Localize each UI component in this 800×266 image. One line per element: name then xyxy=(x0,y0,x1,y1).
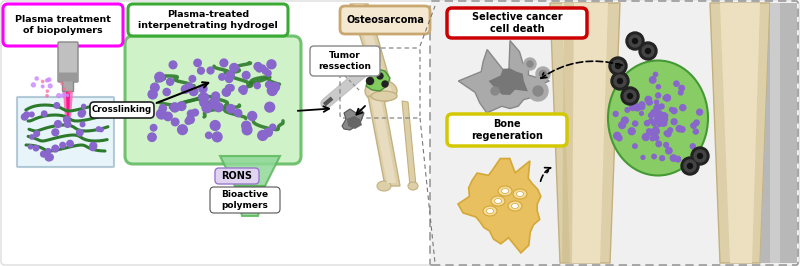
Circle shape xyxy=(63,88,66,90)
Circle shape xyxy=(611,72,629,90)
Circle shape xyxy=(262,68,269,74)
Circle shape xyxy=(202,103,212,113)
Polygon shape xyxy=(720,3,760,263)
Circle shape xyxy=(656,111,662,118)
Circle shape xyxy=(242,121,250,130)
Polygon shape xyxy=(63,91,73,126)
Circle shape xyxy=(382,81,388,87)
Circle shape xyxy=(622,90,626,95)
FancyBboxPatch shape xyxy=(210,187,280,213)
Circle shape xyxy=(54,120,62,127)
Circle shape xyxy=(656,85,661,89)
Polygon shape xyxy=(550,3,620,263)
Text: Bone
regeneration: Bone regeneration xyxy=(471,119,543,141)
Circle shape xyxy=(166,78,174,85)
FancyBboxPatch shape xyxy=(58,42,78,82)
Circle shape xyxy=(671,108,677,114)
Circle shape xyxy=(680,105,686,111)
Circle shape xyxy=(642,45,654,57)
Circle shape xyxy=(82,104,86,108)
Circle shape xyxy=(631,101,638,107)
Polygon shape xyxy=(366,69,390,91)
Circle shape xyxy=(662,113,667,119)
Circle shape xyxy=(661,113,666,119)
Circle shape xyxy=(698,153,702,159)
FancyBboxPatch shape xyxy=(125,36,301,164)
Circle shape xyxy=(664,94,670,101)
Circle shape xyxy=(213,103,219,109)
Circle shape xyxy=(622,117,628,124)
Ellipse shape xyxy=(508,201,522,211)
Circle shape xyxy=(657,122,662,127)
Circle shape xyxy=(77,130,83,136)
Circle shape xyxy=(42,111,47,117)
FancyBboxPatch shape xyxy=(310,46,380,76)
Circle shape xyxy=(377,73,383,79)
Circle shape xyxy=(30,112,34,117)
Circle shape xyxy=(660,120,667,126)
Circle shape xyxy=(664,143,669,147)
Circle shape xyxy=(641,156,645,159)
Circle shape xyxy=(46,154,52,161)
Circle shape xyxy=(248,111,257,120)
Circle shape xyxy=(618,122,626,128)
Circle shape xyxy=(645,96,652,103)
Circle shape xyxy=(670,155,677,161)
Circle shape xyxy=(90,142,97,149)
Circle shape xyxy=(189,76,196,82)
Circle shape xyxy=(653,128,659,135)
Circle shape xyxy=(148,133,156,142)
Circle shape xyxy=(614,132,621,139)
Circle shape xyxy=(694,150,706,162)
Circle shape xyxy=(90,145,96,151)
FancyBboxPatch shape xyxy=(128,4,288,36)
Circle shape xyxy=(649,101,652,105)
Circle shape xyxy=(621,87,639,105)
Circle shape xyxy=(524,58,536,70)
Circle shape xyxy=(256,65,262,72)
Circle shape xyxy=(226,76,233,82)
Circle shape xyxy=(182,85,190,93)
Ellipse shape xyxy=(517,192,523,197)
Circle shape xyxy=(96,127,101,131)
Circle shape xyxy=(61,82,63,85)
Text: RONS: RONS xyxy=(222,171,253,181)
Circle shape xyxy=(651,110,656,115)
Circle shape xyxy=(674,81,679,86)
Text: Plasma-treated
interpenetrating hydrogel: Plasma-treated interpenetrating hydrogel xyxy=(138,10,278,30)
Circle shape xyxy=(659,104,664,109)
Circle shape xyxy=(618,78,622,84)
Circle shape xyxy=(654,115,660,120)
Circle shape xyxy=(64,121,70,127)
Circle shape xyxy=(207,67,214,74)
Circle shape xyxy=(47,78,51,81)
Polygon shape xyxy=(770,3,780,263)
Circle shape xyxy=(617,135,622,141)
Circle shape xyxy=(212,132,222,142)
Circle shape xyxy=(656,117,662,123)
Polygon shape xyxy=(760,3,797,263)
Circle shape xyxy=(234,109,242,117)
Ellipse shape xyxy=(608,60,708,176)
Text: Tumor
ressection: Tumor ressection xyxy=(318,51,371,71)
Circle shape xyxy=(366,77,374,85)
Circle shape xyxy=(639,104,645,110)
Circle shape xyxy=(634,105,641,111)
Circle shape xyxy=(194,59,202,66)
Polygon shape xyxy=(235,186,265,216)
Circle shape xyxy=(192,109,198,116)
Circle shape xyxy=(627,94,633,98)
Circle shape xyxy=(633,121,638,126)
Circle shape xyxy=(214,103,223,112)
Polygon shape xyxy=(371,98,396,183)
FancyBboxPatch shape xyxy=(340,6,430,34)
Circle shape xyxy=(654,135,658,140)
Circle shape xyxy=(52,129,58,136)
Circle shape xyxy=(639,111,643,115)
Text: Plasma treatment
of biopolymers: Plasma treatment of biopolymers xyxy=(15,15,111,35)
Ellipse shape xyxy=(377,181,391,191)
Text: Selective cancer
cell death: Selective cancer cell death xyxy=(472,12,562,34)
Circle shape xyxy=(652,122,656,126)
Circle shape xyxy=(159,105,166,112)
